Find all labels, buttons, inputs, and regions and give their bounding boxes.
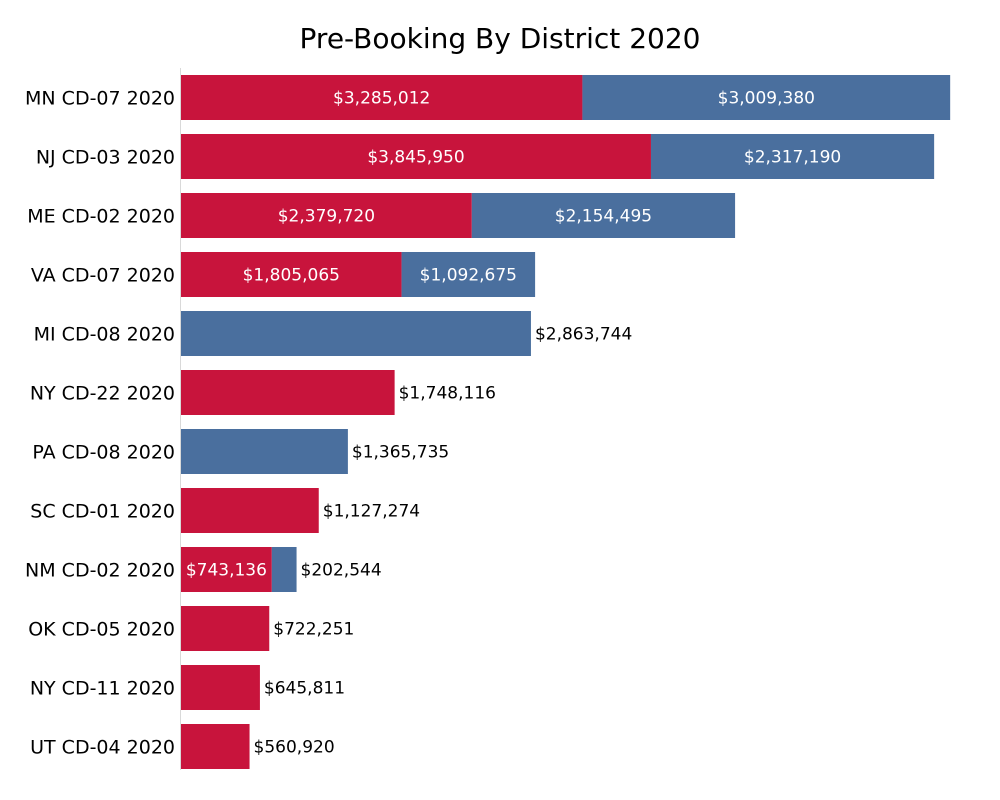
category-label-ny-cd-22-2020: NY CD-22 2020 [30,383,175,405]
bar-blue-nm-cd-02-2020 [271,547,297,592]
bar-red-ok-cd-05-2020 [181,606,270,651]
bar-red-nm-cd-02-2020 [181,547,272,592]
bar-red-va-cd-07-2020 [181,252,402,297]
data-label-red-mn-cd-07-2020: $3,285,012 [333,89,430,109]
data-label-blue-pa-cd-08-2020: $1,365,735 [352,443,449,463]
data-label-blue-nm-cd-02-2020: $202,544 [301,561,382,581]
bar-red-ny-cd-11-2020 [181,665,260,710]
bar-blue-nj-cd-03-2020 [650,134,935,179]
data-label-blue-mn-cd-07-2020: $3,009,380 [718,89,815,109]
category-label-nm-cd-02-2020: NM CD-02 2020 [25,560,175,582]
category-label-pa-cd-08-2020: PA CD-08 2020 [32,442,175,464]
bar-blue-pa-cd-08-2020 [181,429,348,474]
bar-blue-me-cd-02-2020 [471,193,736,238]
category-label-nj-cd-03-2020: NJ CD-03 2020 [36,147,175,169]
category-label-ok-cd-05-2020: OK CD-05 2020 [28,619,175,641]
bar-red-ut-cd-04-2020 [181,724,250,769]
data-label-blue-me-cd-02-2020: $2,154,495 [555,207,652,227]
bar-blue-va-cd-07-2020 [401,252,536,297]
data-label-red-nj-cd-03-2020: $3,845,950 [367,148,464,168]
chart-title: Pre-Booking By District 2020 [299,22,701,55]
data-label-red-va-cd-07-2020: $1,805,065 [243,266,340,286]
data-label-red-nm-cd-02-2020: $743,136 [186,561,267,581]
bar-red-mn-cd-07-2020 [181,75,583,120]
category-label-ny-cd-11-2020: NY CD-11 2020 [30,678,175,700]
bar-red-ny-cd-22-2020 [181,370,395,415]
data-label-red-ok-cd-05-2020: $722,251 [273,620,354,640]
bar-blue-mi-cd-08-2020 [181,311,531,356]
data-label-blue-va-cd-07-2020: $1,092,675 [420,266,517,286]
category-label-me-cd-02-2020: ME CD-02 2020 [27,206,175,228]
data-label-red-ut-cd-04-2020: $560,920 [254,738,335,758]
category-label-va-cd-07-2020: VA CD-07 2020 [31,265,175,287]
bar-red-sc-cd-01-2020 [181,488,319,533]
data-label-red-ny-cd-22-2020: $1,748,116 [399,384,496,404]
bar-blue-mn-cd-07-2020 [582,75,951,120]
data-label-blue-nj-cd-03-2020: $2,317,190 [744,148,841,168]
bar-red-nj-cd-03-2020 [181,134,651,179]
category-label-sc-cd-01-2020: SC CD-01 2020 [30,501,175,523]
data-label-red-ny-cd-11-2020: $645,811 [264,679,345,699]
data-label-blue-mi-cd-08-2020: $2,863,744 [535,325,632,345]
data-label-red-me-cd-02-2020: $2,379,720 [278,207,375,227]
bar-red-me-cd-02-2020 [181,193,472,238]
category-label-mi-cd-08-2020: MI CD-08 2020 [34,324,175,346]
category-label-mn-cd-07-2020: MN CD-07 2020 [25,88,175,110]
data-label-red-sc-cd-01-2020: $1,127,274 [323,502,420,522]
category-label-ut-cd-04-2020: UT CD-04 2020 [30,737,175,759]
